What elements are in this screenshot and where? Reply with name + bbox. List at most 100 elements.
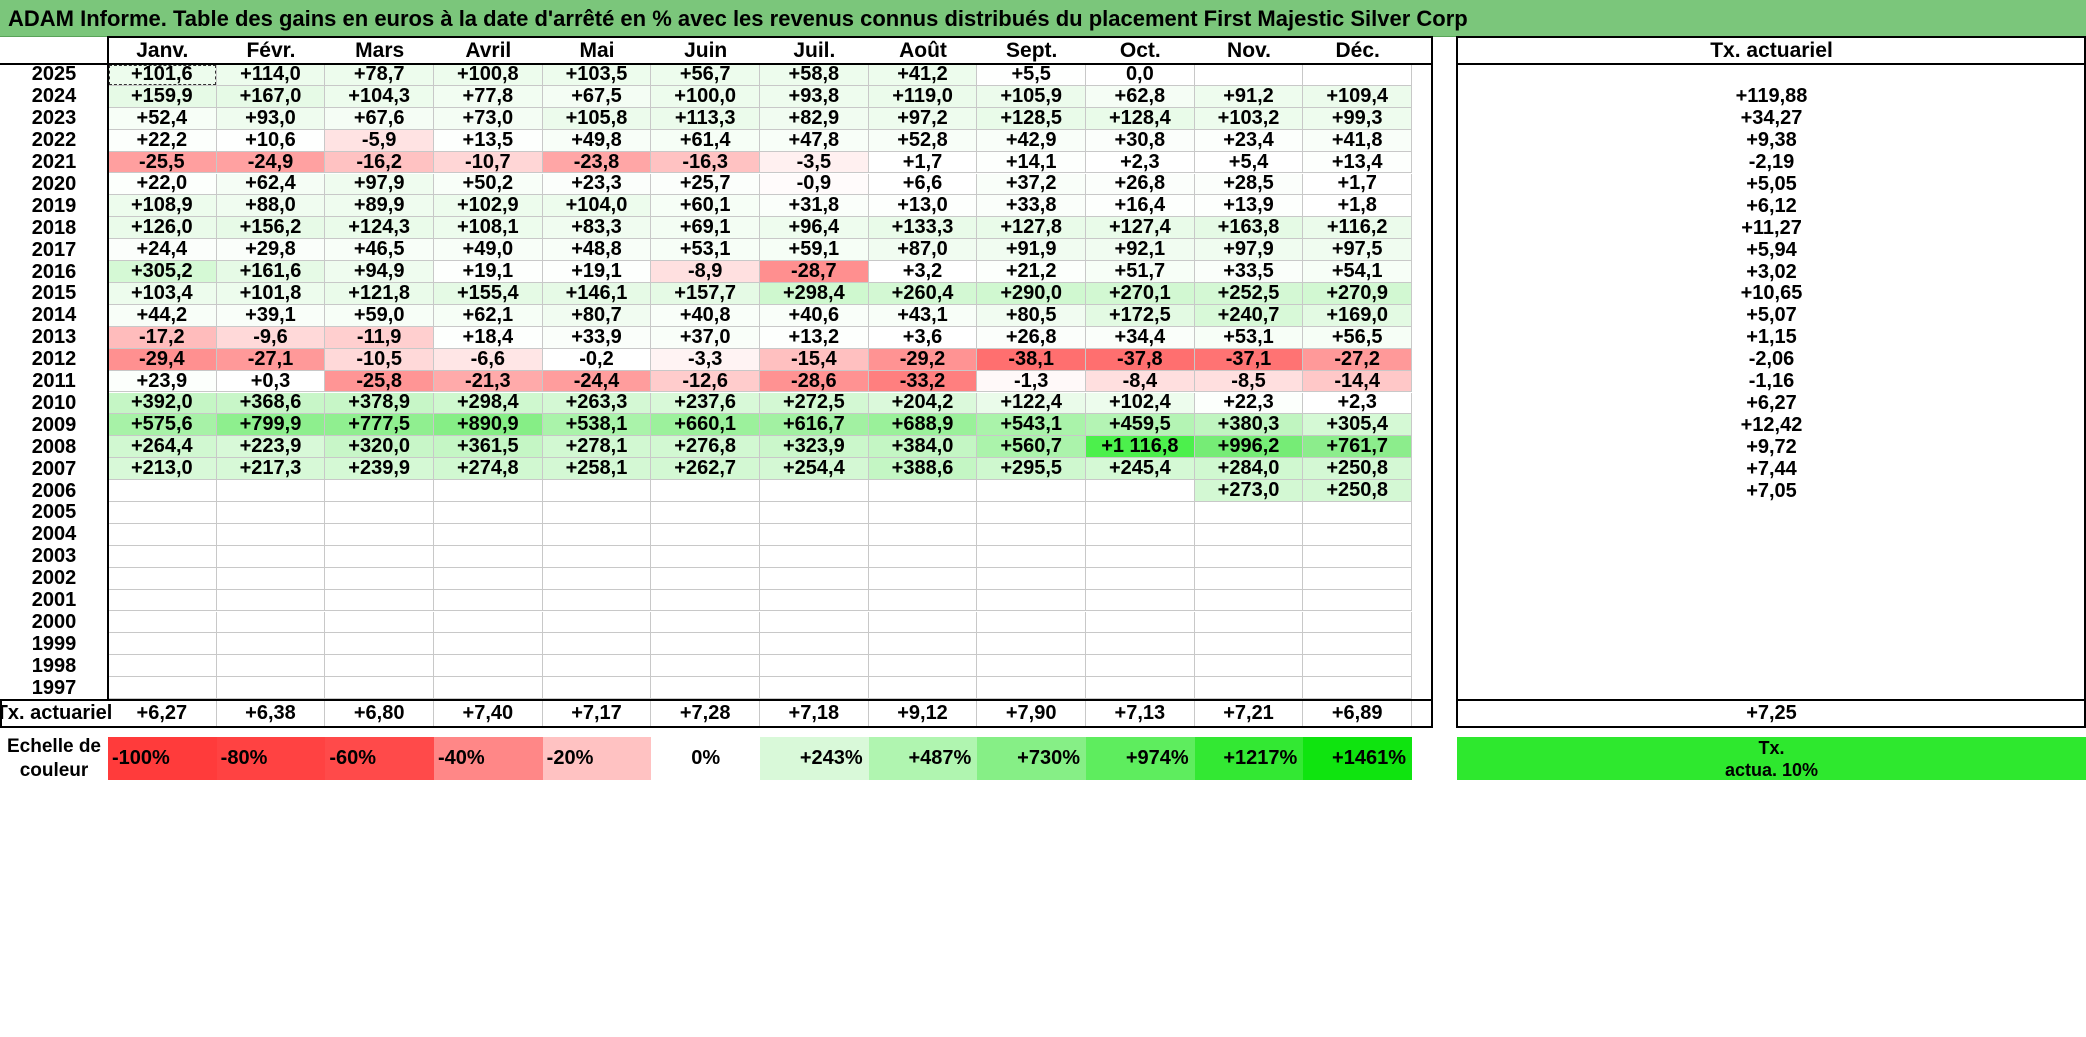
- table-cell[interactable]: -23,8: [542, 151, 652, 174]
- table-cell[interactable]: +83,3: [542, 216, 652, 240]
- table-cell[interactable]: [542, 633, 652, 656]
- table-cell[interactable]: [216, 611, 326, 634]
- table-cell[interactable]: +155,4: [434, 282, 543, 305]
- table-cell[interactable]: +459,5: [1086, 413, 1195, 437]
- table-cell[interactable]: [216, 480, 326, 502]
- table-cell[interactable]: +245,4: [1086, 457, 1195, 481]
- table-cell[interactable]: +62,4: [216, 172, 326, 196]
- table-cell[interactable]: -3,3: [651, 348, 760, 371]
- table-cell[interactable]: +3,2: [868, 260, 978, 283]
- table-cell[interactable]: +264,4: [108, 435, 217, 459]
- table-cell[interactable]: [868, 545, 978, 568]
- table-cell[interactable]: [108, 523, 217, 546]
- table-cell[interactable]: +37,0: [651, 326, 760, 349]
- table-cell[interactable]: +361,5: [434, 435, 543, 459]
- table-cell[interactable]: [868, 655, 978, 678]
- table-cell[interactable]: +660,1: [651, 413, 760, 437]
- table-cell[interactable]: [977, 655, 1087, 678]
- table-cell[interactable]: +305,2: [108, 260, 217, 283]
- table-cell[interactable]: +890,9: [434, 413, 543, 437]
- table-cell[interactable]: +777,5: [325, 413, 434, 437]
- table-cell[interactable]: +103,5: [542, 63, 652, 86]
- table-cell[interactable]: +73,0: [434, 107, 543, 130]
- table-cell[interactable]: +100,0: [651, 85, 760, 108]
- table-cell[interactable]: +116,2: [1303, 216, 1413, 240]
- table-cell[interactable]: +3,6: [868, 326, 978, 349]
- table-cell[interactable]: [760, 502, 869, 524]
- table-cell[interactable]: +77,8: [434, 85, 543, 108]
- table-cell[interactable]: [542, 567, 652, 590]
- table-cell[interactable]: +67,6: [325, 107, 434, 130]
- table-cell[interactable]: +40,8: [651, 304, 760, 327]
- table-cell[interactable]: [216, 545, 326, 568]
- table-cell[interactable]: +23,3: [542, 172, 652, 196]
- table-cell[interactable]: +26,8: [977, 326, 1087, 349]
- table-cell[interactable]: [1086, 611, 1195, 634]
- table-cell[interactable]: +23,9: [108, 370, 217, 393]
- table-cell[interactable]: +263,3: [542, 391, 652, 415]
- table-cell[interactable]: +0,3: [216, 370, 326, 393]
- table-cell[interactable]: +13,2: [760, 326, 869, 349]
- table-cell[interactable]: +996,2: [1194, 435, 1304, 459]
- table-cell[interactable]: [1086, 655, 1195, 678]
- table-cell[interactable]: -8,9: [651, 260, 760, 283]
- table-cell[interactable]: [325, 567, 434, 590]
- table-cell[interactable]: +31,8: [760, 194, 869, 218]
- table-cell[interactable]: +103,2: [1194, 107, 1304, 130]
- table-cell[interactable]: [108, 589, 217, 612]
- table-cell[interactable]: [1303, 633, 1413, 656]
- table-cell[interactable]: +21,2: [977, 260, 1087, 283]
- table-cell[interactable]: +41,2: [868, 63, 978, 86]
- table-cell[interactable]: +298,4: [760, 282, 869, 305]
- table-cell[interactable]: +273,0: [1194, 479, 1304, 502]
- table-cell[interactable]: -5,9: [325, 129, 434, 152]
- table-cell[interactable]: -17,2: [108, 326, 217, 349]
- table-cell[interactable]: +250,8: [1303, 457, 1413, 481]
- table-cell[interactable]: +53,1: [651, 238, 760, 262]
- table-cell[interactable]: +54,1: [1303, 260, 1413, 283]
- table-cell[interactable]: [1086, 677, 1195, 700]
- table-cell[interactable]: [216, 677, 326, 700]
- table-cell[interactable]: [1303, 611, 1413, 634]
- table-cell[interactable]: -37,8: [1086, 348, 1195, 371]
- table-cell[interactable]: +13,9: [1194, 194, 1304, 218]
- table-cell[interactable]: +56,5: [1303, 326, 1413, 349]
- table-cell[interactable]: +128,4: [1086, 107, 1195, 130]
- table-cell[interactable]: +13,4: [1303, 151, 1413, 174]
- table-cell[interactable]: [216, 567, 326, 590]
- table-cell[interactable]: +761,7: [1303, 435, 1413, 459]
- table-cell[interactable]: +616,7: [760, 413, 869, 437]
- table-cell[interactable]: [977, 589, 1087, 612]
- table-cell[interactable]: +538,1: [542, 413, 652, 437]
- table-cell[interactable]: [1194, 567, 1304, 590]
- table-cell[interactable]: +93,0: [216, 107, 326, 130]
- table-cell[interactable]: +105,9: [977, 85, 1087, 108]
- table-cell[interactable]: +161,6: [216, 260, 326, 283]
- table-cell[interactable]: +380,3: [1194, 413, 1304, 437]
- table-cell[interactable]: [977, 567, 1087, 590]
- table-cell[interactable]: +89,9: [325, 194, 434, 218]
- table-cell[interactable]: +2,3: [1086, 151, 1195, 174]
- table-cell[interactable]: +108,9: [108, 194, 217, 218]
- table-cell[interactable]: +49,0: [434, 238, 543, 262]
- table-cell[interactable]: [651, 589, 760, 612]
- table-cell[interactable]: [325, 502, 434, 524]
- table-cell[interactable]: +5,4: [1194, 151, 1304, 174]
- table-cell[interactable]: +49,8: [542, 129, 652, 152]
- table-cell[interactable]: [542, 677, 652, 700]
- table-cell[interactable]: +127,4: [1086, 216, 1195, 240]
- table-cell[interactable]: -25,5: [108, 151, 217, 174]
- table-cell[interactable]: +156,2: [216, 216, 326, 240]
- table-cell[interactable]: +44,2: [108, 304, 217, 327]
- table-cell[interactable]: [1086, 545, 1195, 568]
- table-cell[interactable]: +92,1: [1086, 238, 1195, 262]
- table-cell[interactable]: +167,0: [216, 85, 326, 108]
- table-cell[interactable]: +392,0: [108, 391, 217, 415]
- table-cell[interactable]: +52,4: [108, 107, 217, 130]
- table-cell[interactable]: +575,6: [108, 413, 217, 437]
- table-cell[interactable]: [1194, 633, 1304, 656]
- table-cell[interactable]: [1303, 567, 1413, 590]
- table-cell[interactable]: +213,0: [108, 457, 217, 481]
- table-cell[interactable]: +59,1: [760, 238, 869, 262]
- table-cell[interactable]: [1194, 502, 1304, 524]
